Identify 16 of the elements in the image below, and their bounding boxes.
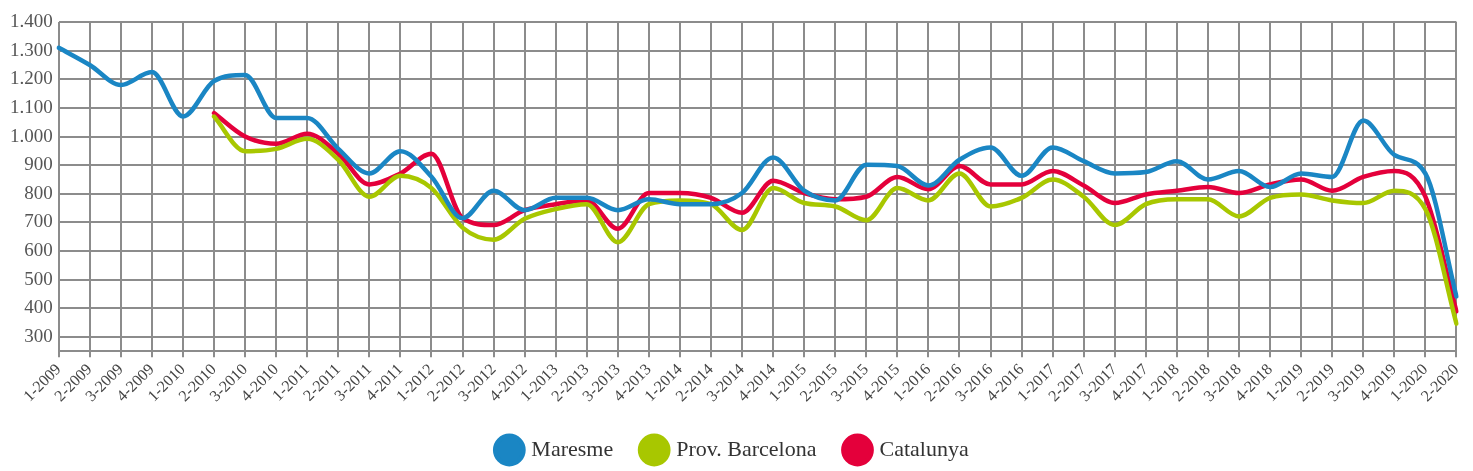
y-tick-label: 400	[24, 296, 53, 318]
y-tick-label: 1.200	[10, 67, 53, 89]
y-tick-label: 1.300	[10, 38, 53, 60]
y-tick-label: 500	[24, 267, 53, 289]
y-tick-label: 900	[24, 153, 53, 175]
y-tick-label: 300	[24, 325, 53, 347]
legend-label: Prov. Barcelona	[676, 435, 817, 461]
y-tick-label: 1.400	[10, 9, 53, 31]
legend-label: Maresme	[531, 435, 614, 461]
legend-label: Catalunya	[879, 435, 969, 461]
y-tick-label: 600	[24, 239, 53, 261]
y-tick-label: 1.100	[10, 95, 53, 117]
y-tick-label: 1.000	[10, 124, 53, 146]
y-tick-label: 800	[24, 181, 53, 203]
line-series	[56, 45, 1459, 299]
y-tick-label: 700	[24, 210, 53, 232]
